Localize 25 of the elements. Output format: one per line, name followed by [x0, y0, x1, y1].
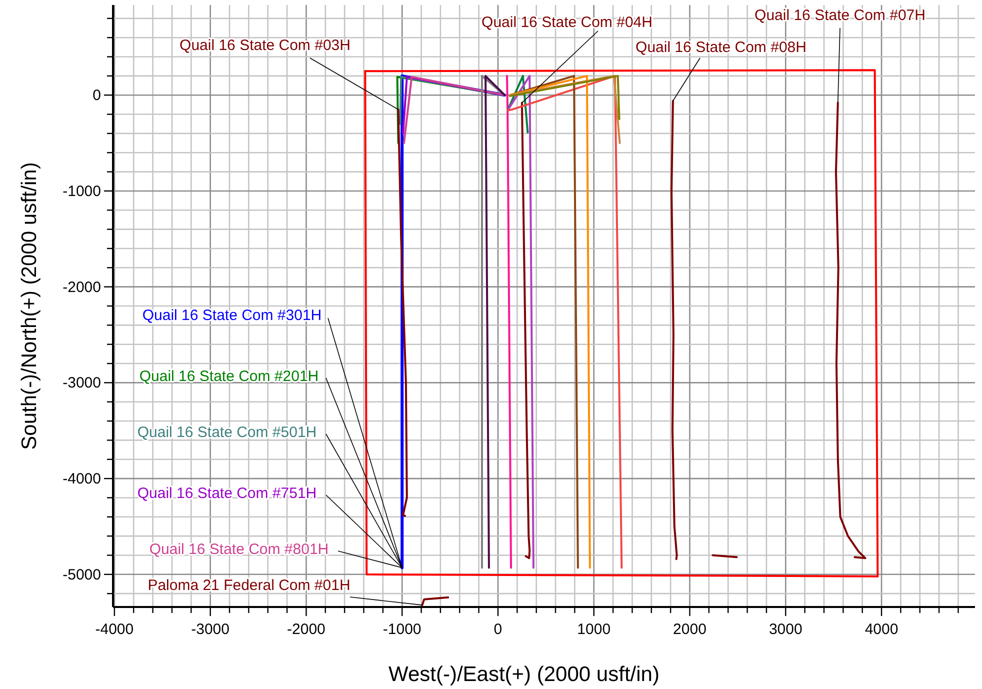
- y-tick-label: -4000: [62, 470, 101, 488]
- text: Quail 16 State Com #07H: [754, 7, 926, 24]
- x-tick-label: -4000: [95, 621, 134, 638]
- y-tick-label: -2000: [62, 278, 101, 296]
- x-tick-label: -2000: [287, 621, 326, 638]
- text: Quail 16 State Com #08H: [636, 39, 806, 56]
- x-tick-label: 4000: [864, 621, 898, 638]
- text: Quail 16 State Com #751H: [137, 485, 317, 502]
- x-tick-label: 1000: [577, 621, 611, 638]
- y-tick-label: -3000: [62, 374, 101, 392]
- y-axis-title: South(-)/North(+) (2000 usft/in): [18, 162, 41, 450]
- x-tick-label: 0: [494, 621, 502, 638]
- y-tick-label: -5000: [62, 566, 101, 584]
- y-tick-label: -1000: [62, 182, 101, 200]
- text: Quail 16 State Com #03H: [180, 37, 350, 54]
- x-axis-title: West(-)/East(+) (2000 usft/in): [388, 663, 660, 686]
- x-tick-label: 2000: [673, 621, 706, 638]
- x-tick-label: 3000: [768, 621, 802, 638]
- text: Quail 16 State Com #301H: [142, 307, 322, 324]
- text: Paloma 21 Federal Com #01H: [148, 577, 350, 594]
- y-tick-label: 0: [92, 87, 101, 104]
- x-tick-label: -3000: [191, 621, 230, 638]
- text: Quail 16 State Com #04H: [482, 14, 652, 31]
- text: Quail 16 State Com #201H: [139, 368, 319, 385]
- x-tick-label: -1000: [382, 621, 422, 638]
